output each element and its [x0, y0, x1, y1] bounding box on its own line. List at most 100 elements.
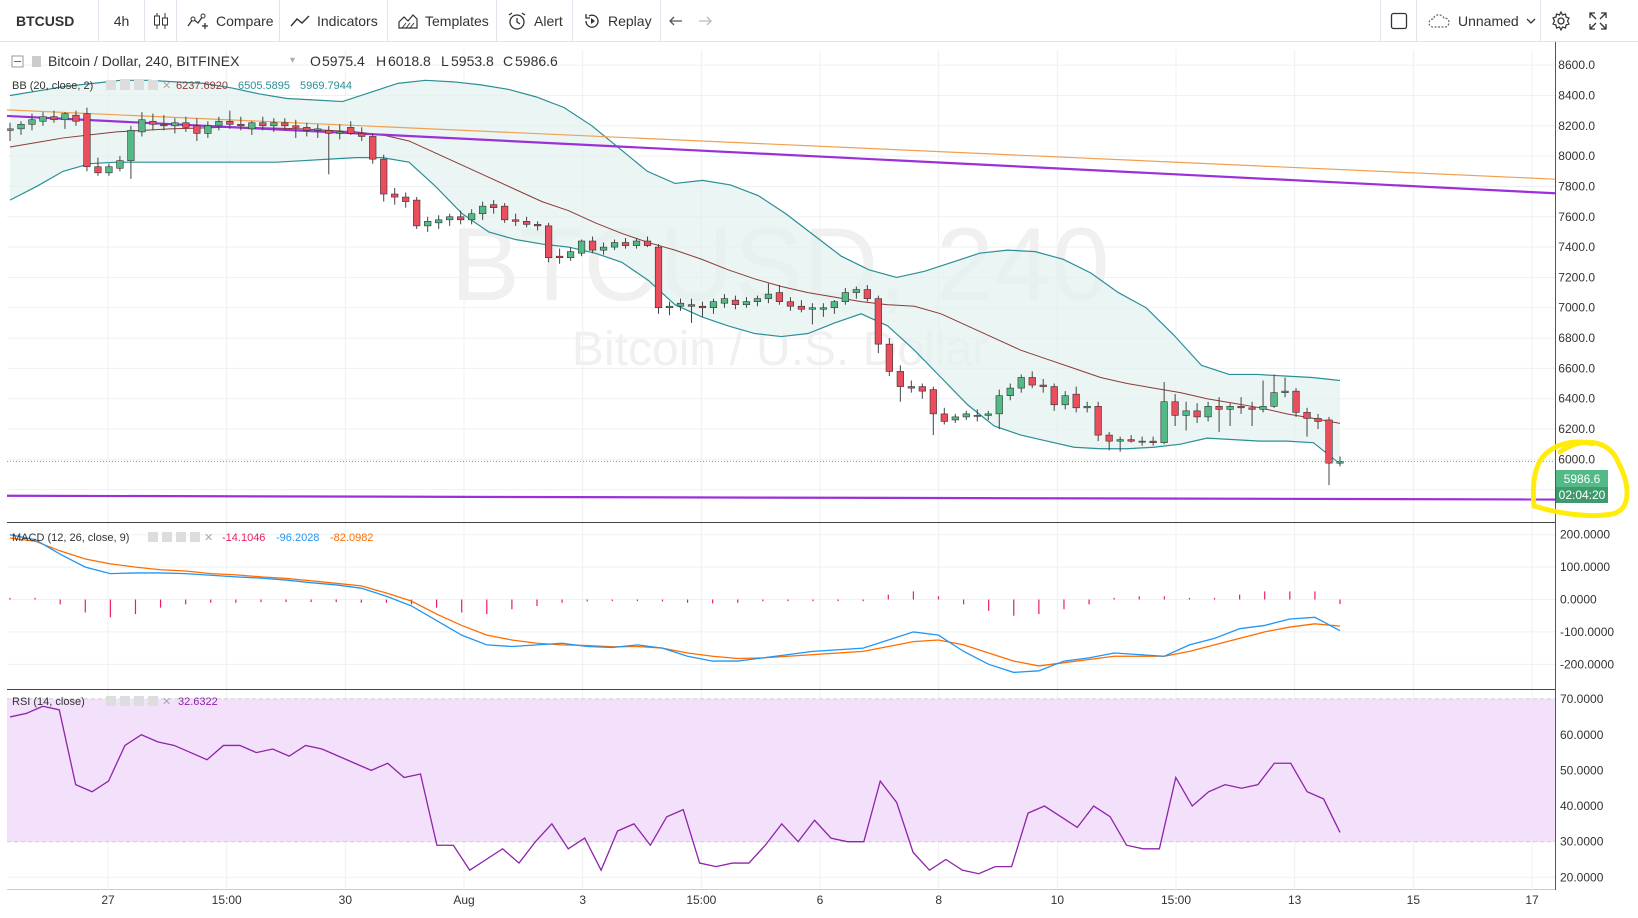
macd-signal-line: [9, 537, 1341, 667]
interval-button[interactable]: 4h: [98, 0, 144, 42]
settings-button[interactable]: [1540, 0, 1580, 42]
candle-down: [621, 242, 630, 246]
candle-down: [1193, 410, 1201, 418]
candle-down: [1105, 434, 1113, 442]
candle-up: [599, 246, 608, 251]
svg-text:✕: ✕: [204, 532, 213, 544]
candle-down: [687, 304, 696, 307]
ohlc-low: 5953.8: [451, 53, 494, 69]
candle-up: [7, 128, 14, 131]
candle-up: [720, 298, 729, 304]
candle-up: [610, 242, 619, 248]
replay-button[interactable]: Replay: [572, 0, 660, 42]
candle-down: [259, 122, 267, 127]
candle-up: [1061, 395, 1069, 406]
candle-down: [358, 133, 366, 137]
candle-up: [270, 122, 278, 127]
candle-up: [1182, 410, 1190, 416]
ohlc-close: 5986.6: [515, 53, 558, 69]
candle-up: [1083, 405, 1091, 409]
time-tick-label: 6: [817, 893, 824, 907]
candle-down: [643, 240, 652, 246]
alert-button[interactable]: Alert: [496, 0, 572, 42]
bb-legend-name[interactable]: BB (20, close, 2): [12, 80, 93, 92]
macd-tick-label: -200.0000: [1560, 657, 1614, 671]
macd-legend-name[interactable]: MACD (12, 26, close, 9): [12, 532, 129, 544]
rsi-value: 32.6322: [178, 696, 218, 708]
trendline-orange-upper: [7, 109, 1555, 180]
candle-up: [28, 119, 36, 125]
price-tick-label: 8600.0: [1558, 58, 1595, 72]
chart-style-button[interactable]: [144, 0, 176, 42]
chart-canvas[interactable]: BTCUSD, 240 Bitcoin / U.S. Dollar 8600.0…: [0, 42, 1638, 918]
maximize-button[interactable]: [1580, 0, 1616, 42]
highlight-annotation-mark: [1530, 439, 1630, 519]
candle-down: [698, 305, 707, 309]
price-tick-label: 6200.0: [1558, 422, 1595, 436]
indicators-button[interactable]: Indicators: [279, 0, 387, 42]
compare-button[interactable]: Compare: [176, 0, 279, 42]
candle-down: [544, 225, 553, 259]
candle-up: [1017, 377, 1025, 389]
redo-button[interactable]: [690, 0, 720, 42]
layout-save-button[interactable]: Unnamed: [1416, 0, 1540, 42]
time-axis[interactable]: 27 15:00 30 Aug 3 15:00 6 8 10 15:00 13 15 17: [101, 893, 1539, 907]
candle-down: [797, 305, 806, 310]
candle-down: [1127, 439, 1135, 442]
legend-title[interactable]: Bitcoin / Dollar, 240, BITFINEX: [48, 53, 240, 69]
time-tick-label: 15:00: [1161, 893, 1191, 907]
candle-down: [907, 386, 915, 389]
undo-button[interactable]: [660, 0, 690, 42]
candle-up: [819, 307, 827, 310]
last-price-label: 5986.6: [1564, 472, 1601, 486]
time-tick-label: 13: [1288, 893, 1302, 907]
legend-menu-icon[interactable]: ▾: [290, 55, 295, 66]
time-tick-label: Aug: [453, 893, 474, 907]
candle-down: [1248, 407, 1256, 410]
candle-down: [534, 224, 542, 227]
price-tick-label: 8200.0: [1558, 119, 1595, 133]
time-tick-label: 3: [579, 893, 586, 907]
candle-up: [995, 395, 1003, 415]
price-tick-label: 7200.0: [1558, 270, 1595, 284]
candle-up: [17, 123, 25, 130]
candle-down: [775, 292, 784, 302]
candle-down: [281, 122, 289, 127]
bb-legend-controls[interactable]: ✕: [106, 80, 171, 92]
templates-button[interactable]: Templates: [387, 0, 496, 42]
candle-down: [50, 116, 58, 121]
rsi-legend-controls[interactable]: ✕: [106, 696, 171, 708]
symbol-search-button[interactable]: BTCUSD: [0, 0, 98, 42]
macd-line-value: -96.2028: [276, 532, 319, 544]
main-legend: Bitcoin / Dollar, 240, BITFINEX ▾ O 5975…: [11, 53, 558, 92]
time-tick-label: 15:00: [212, 893, 242, 907]
candle-up: [676, 302, 685, 307]
candle-up: [127, 130, 135, 161]
candle-down: [555, 255, 564, 259]
time-tick-label: 8: [935, 893, 942, 907]
last-price-tag: 5986.6 02:04:20: [1556, 470, 1608, 503]
rsi-axis[interactable]: 70.0000 60.0000 50.0000 40.0000 30.0000 20.00…: [1560, 692, 1604, 884]
bb-upper-value: 6505.5895: [238, 80, 290, 92]
price-tick-label: 6000.0: [1558, 452, 1595, 466]
macd-tick-label: -100.0000: [1560, 625, 1614, 639]
candle-up: [336, 131, 344, 134]
candle-down: [1149, 440, 1157, 443]
macd-legend-controls[interactable]: ✕: [148, 532, 213, 544]
candle-down: [1028, 377, 1036, 386]
price-axis[interactable]: 8600.0 8400.0 8200.0 8000.0 7800.0 7600.0 7400…: [1558, 58, 1595, 497]
candle-down: [457, 216, 465, 221]
candle-down: [1325, 419, 1333, 464]
svg-text:✕: ✕: [162, 80, 171, 92]
time-tick-label: 10: [1051, 893, 1065, 907]
svg-text:✕: ✕: [162, 696, 171, 708]
candle-up: [577, 240, 586, 254]
rsi-legend-name[interactable]: RSI (14, close): [12, 696, 85, 708]
alert-label: Alert: [534, 13, 563, 29]
compare-label: Compare: [216, 13, 274, 29]
macd-axis[interactable]: 200.0000 100.0000 0.0000 -100.0000 -200.0000: [1560, 528, 1614, 672]
fullscreen-toggle-button[interactable]: [1380, 0, 1416, 42]
candle-up: [841, 292, 849, 302]
bollinger-lower-line: [9, 157, 1341, 465]
candle-down: [896, 371, 904, 387]
